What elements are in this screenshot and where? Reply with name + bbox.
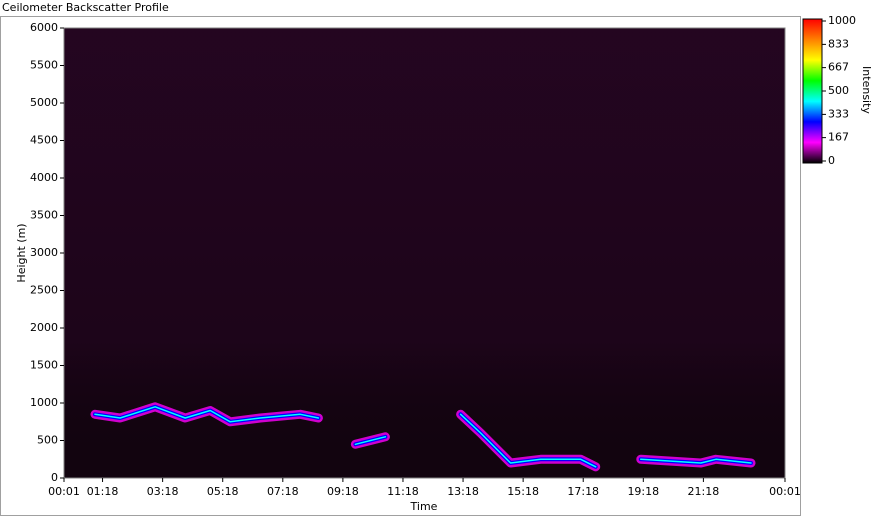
x-axis-label: Time [410,500,438,513]
layer-peak [94,406,752,468]
x-tick-label: 00:01 [769,485,801,498]
x-tick-label: 17:18 [567,485,599,498]
y-tick-label: 2500 [30,284,58,297]
colorbar-tick-label: 333 [828,107,849,120]
x-tick-label: 07:18 [267,485,299,498]
x-tick-label: 05:18 [207,485,239,498]
colorbar-label: Intensity [860,66,873,114]
y-tick-label: 5500 [30,59,58,72]
y-tick-label: 2000 [30,321,58,334]
colorbar-tick-label: 833 [828,37,849,50]
y-tick-label: 4500 [30,134,58,147]
colorbar-tick-label: 1000 [828,14,856,27]
y-tick-label: 3500 [30,209,58,222]
y-tick-label: 5000 [30,96,58,109]
colorbar-tick-label: 667 [828,61,849,74]
colorbar-tick-label: 500 [828,84,849,97]
x-tick-label: 15:18 [507,485,539,498]
x-tick-label: 03:18 [147,485,179,498]
x-tick-label: 21:18 [688,485,720,498]
y-tick-label: 500 [37,434,58,447]
x-tick-label: 19:18 [627,485,659,498]
colorbar [802,18,823,164]
y-tick-label: 6000 [30,21,58,34]
x-tick-label: 13:18 [447,485,479,498]
y-tick-label: 1500 [30,359,58,372]
chart-title: Ceilometer Backscatter Profile [2,1,169,14]
colorbar-tick-label: 0 [828,154,835,167]
y-axis-label: Height (m) [15,223,28,282]
x-tick-label: 01:18 [87,485,119,498]
y-tick-label: 3000 [30,246,58,259]
haze [64,28,785,478]
x-tick-label: 09:18 [327,485,359,498]
y-tick-label: 1000 [30,396,58,409]
y-tick-label: 0 [51,471,58,484]
colorbar-tick-label: 167 [828,131,849,144]
y-tick-label: 4000 [30,171,58,184]
x-tick-label: 00:01 [48,485,80,498]
x-tick-label: 11:18 [387,485,419,498]
